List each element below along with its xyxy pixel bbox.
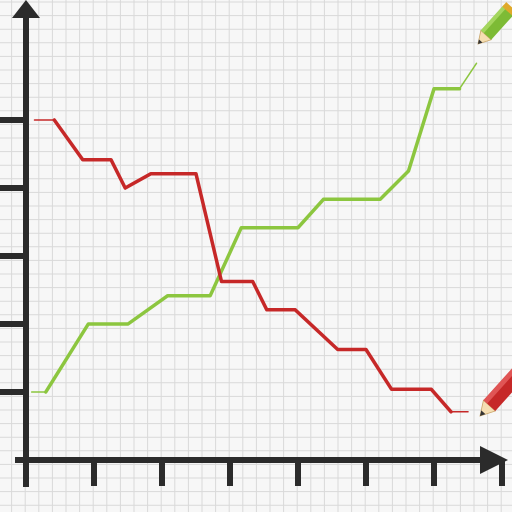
green-pencil-lead <box>478 39 483 44</box>
green-pencil-stripe <box>480 5 507 34</box>
green-pencil-band <box>502 2 512 16</box>
series-1-lead-out <box>458 62 478 90</box>
red-pencil-tip <box>479 399 497 417</box>
red-pencil-stripe <box>483 363 512 404</box>
green-pencil-icon <box>477 2 512 45</box>
series-layer <box>30 62 478 414</box>
series-2-line <box>52 118 453 414</box>
series-1-line <box>44 87 462 394</box>
axes <box>0 0 508 487</box>
green-pencil-body <box>480 5 512 40</box>
x-axis-arrowhead <box>480 446 508 474</box>
y-axis-arrowhead <box>12 0 40 18</box>
red-pencil-body <box>483 363 512 411</box>
red-pencil-lead <box>480 410 486 416</box>
red-pencil-icon <box>479 363 512 417</box>
